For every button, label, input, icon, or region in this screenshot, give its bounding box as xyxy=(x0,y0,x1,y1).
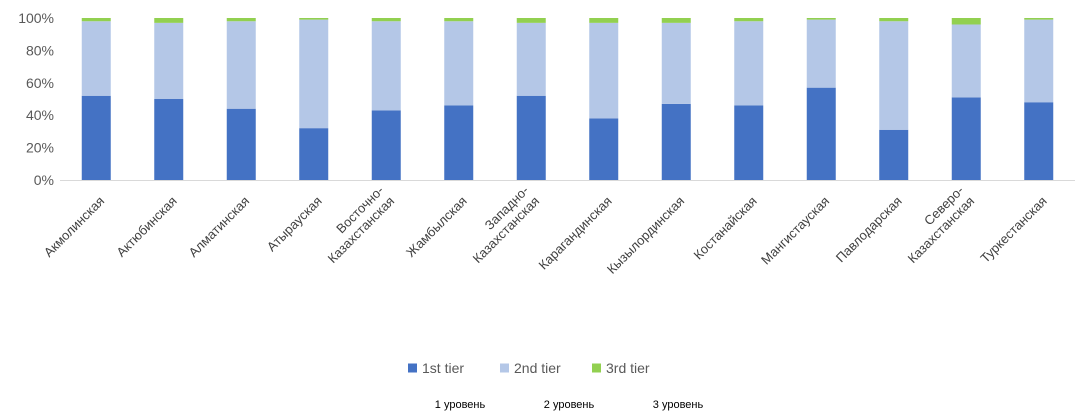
x-tick-label-line: Карагандинская xyxy=(536,193,615,272)
x-tick-label-line: Жамбылская xyxy=(403,193,470,260)
bar-segment-tier-2 xyxy=(661,22,691,104)
bar-segment-tier-1 xyxy=(951,97,981,180)
bar-segment-tier-1 xyxy=(226,108,256,180)
secondary-label: 3 уровень xyxy=(653,399,704,411)
bars-group xyxy=(81,18,1054,180)
x-tick-label: Павлодарская xyxy=(833,193,905,265)
bar-segment-tier-1 xyxy=(444,105,474,180)
bar-segment-tier-3 xyxy=(1024,18,1054,20)
bar-segment-tier-3 xyxy=(589,18,619,23)
secondary-label: 2 уровень xyxy=(544,399,595,411)
bar-segment-tier-3 xyxy=(299,18,329,20)
bar-segment-tier-1 xyxy=(1024,102,1054,180)
bar-segment-tier-1 xyxy=(734,105,764,180)
bar-segment-tier-1 xyxy=(806,87,836,180)
x-tick-label-line: Мангистауская xyxy=(758,193,832,267)
x-tick-label: Кызылординская xyxy=(604,193,687,276)
bar-segment-tier-3 xyxy=(879,18,909,22)
legend-label: 2nd tier xyxy=(514,360,561,376)
bar-segment-tier-1 xyxy=(154,99,184,180)
x-tick-label: Актюбинская xyxy=(113,193,179,259)
bar-segment-tier-2 xyxy=(1024,19,1054,103)
secondary-legend-labels: 1 уровень 2 уровень 3 уровень xyxy=(435,399,704,411)
bar-segment-tier-3 xyxy=(516,18,546,23)
bar-segment-tier-2 xyxy=(734,21,764,106)
x-tick-label: Северо-Казахстанская xyxy=(894,183,977,266)
bar-segment-tier-2 xyxy=(589,22,619,119)
bar-segment-tier-1 xyxy=(879,129,909,180)
x-tick-label-line: Туркестанская xyxy=(977,193,1049,265)
y-tick-label: 0% xyxy=(34,172,54,188)
bar-segment-tier-1 xyxy=(81,95,111,180)
x-tick-label: Алматинская xyxy=(186,193,253,260)
legend-label: 3rd tier xyxy=(606,360,650,376)
y-tick-label: 80% xyxy=(26,42,54,58)
bar-segment-tier-1 xyxy=(371,110,401,180)
bar-segment-tier-1 xyxy=(299,128,329,180)
x-tick-label: Акмолинская xyxy=(41,193,107,259)
x-tick-label: Западно-Казахстанская xyxy=(459,183,542,266)
x-tick-label: Костанайская xyxy=(691,193,760,262)
bar-segment-tier-2 xyxy=(81,21,111,96)
bar-segment-tier-2 xyxy=(806,19,836,88)
bar-segment-tier-2 xyxy=(226,21,256,109)
bar-segment-tier-2 xyxy=(951,24,981,98)
bar-segment-tier-3 xyxy=(444,18,474,22)
x-tick-label: Атырауская xyxy=(264,193,325,254)
bar-segment-tier-2 xyxy=(879,21,909,130)
y-axis: 0% 20% 40% 60% 80% 100% xyxy=(18,10,54,188)
y-tick-label: 60% xyxy=(26,75,54,91)
legend-label: 1st tier xyxy=(422,360,464,376)
legend-swatch xyxy=(500,363,509,373)
bar-segment-tier-3 xyxy=(661,18,691,23)
y-tick-label: 40% xyxy=(26,107,54,123)
bar-segment-tier-1 xyxy=(589,118,619,180)
bar-segment-tier-1 xyxy=(516,95,546,180)
x-tick-label-line: Алматинская xyxy=(186,193,253,260)
bar-segment-tier-2 xyxy=(371,21,401,111)
x-tick-label-line: Актюбинская xyxy=(113,193,179,259)
x-tick-label: Мангистауская xyxy=(758,193,832,267)
x-tick-label-line: Павлодарская xyxy=(833,193,905,265)
x-tick-label-line: Акмолинская xyxy=(41,193,107,259)
x-axis-labels: Акмолинская Актюбинская Алматинская Атыраус… xyxy=(41,183,1050,277)
x-tick-label: Туркестанская xyxy=(977,193,1049,265)
x-tick-label: Жамбылская xyxy=(403,193,470,260)
x-tick-label: Карагандинская xyxy=(536,193,615,272)
x-tick-label-line: Кызылординская xyxy=(604,193,687,276)
y-tick-label: 20% xyxy=(26,140,54,156)
bar-segment-tier-3 xyxy=(154,18,184,23)
x-tick-label-line: Костанайская xyxy=(691,193,760,262)
bar-segment-tier-3 xyxy=(806,18,836,20)
bar-segment-tier-3 xyxy=(371,18,401,22)
bar-segment-tier-3 xyxy=(226,18,256,22)
bar-segment-tier-2 xyxy=(516,22,546,96)
bar-segment-tier-2 xyxy=(154,22,184,99)
legend-swatch xyxy=(592,363,601,373)
y-tick-label: 100% xyxy=(18,10,54,26)
bar-segment-tier-3 xyxy=(951,18,981,25)
bar-segment-tier-2 xyxy=(444,21,474,106)
secondary-label: 1 уровень xyxy=(435,399,486,411)
x-tick-label: Восточно-Казахстанская xyxy=(314,183,397,266)
bar-segment-tier-1 xyxy=(661,103,691,180)
bar-segment-tier-2 xyxy=(299,19,329,129)
x-tick-label-line: Атырауская xyxy=(264,193,325,254)
legend-swatch xyxy=(408,363,417,373)
bar-segment-tier-3 xyxy=(81,18,111,22)
legend: 1st tier 2nd tier 3rd tier xyxy=(408,360,650,376)
bar-segment-tier-3 xyxy=(734,18,764,22)
